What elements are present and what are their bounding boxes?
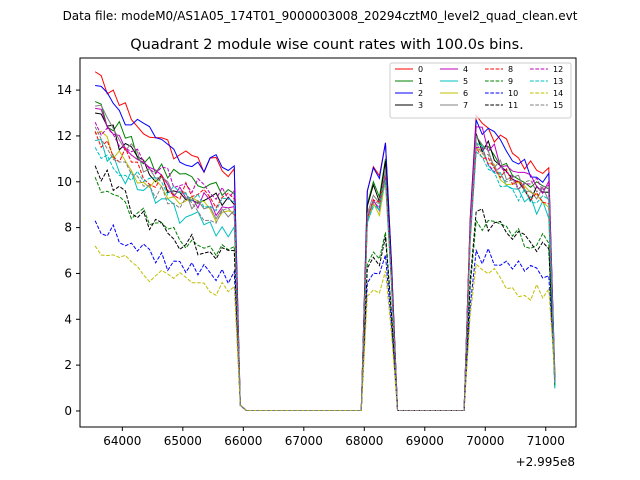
series-line-4 bbox=[95, 107, 556, 411]
legend-label-2: 2 bbox=[418, 89, 423, 98]
series-line-14 bbox=[94, 245, 556, 411]
legend-label-15: 15 bbox=[553, 101, 563, 110]
plot-frame bbox=[79, 57, 577, 428]
series-line-6 bbox=[94, 130, 556, 411]
y-tick-label: 12 bbox=[57, 129, 72, 143]
x-tick-label: 65000 bbox=[164, 434, 202, 448]
x-tick-label: 66000 bbox=[224, 434, 262, 448]
legend-label-9: 9 bbox=[508, 77, 513, 86]
series-line-12 bbox=[94, 121, 556, 411]
x-axis: 64000 65000 66000 67000 68000 69000 70000 71000 bbox=[103, 427, 565, 448]
y-tick-label: 10 bbox=[57, 175, 72, 189]
x-tick-label: 69000 bbox=[406, 434, 444, 448]
y-tick-label: 4 bbox=[64, 312, 72, 326]
legend-label-13: 13 bbox=[553, 77, 563, 86]
legend-box bbox=[389, 62, 572, 119]
series-line-11 bbox=[94, 165, 556, 411]
x-offset-label: +2.995e8 bbox=[516, 455, 575, 469]
x-tick-label: 71000 bbox=[527, 434, 565, 448]
series-line-13 bbox=[94, 147, 556, 411]
legend-label-5: 5 bbox=[463, 77, 468, 86]
legend-label-0: 0 bbox=[418, 65, 423, 74]
y-tick-label: 14 bbox=[57, 83, 72, 97]
series-line-2 bbox=[95, 85, 556, 411]
data-file-label: Data file: modeM0/AS1A05_174T01_90000030… bbox=[63, 9, 578, 23]
x-tick-label: 70000 bbox=[466, 434, 504, 448]
x-tick-label: 64000 bbox=[103, 434, 141, 448]
legend-label-3: 3 bbox=[418, 101, 423, 110]
legend-label-10: 10 bbox=[508, 89, 518, 98]
chart-title: Quadrant 2 module wise count rates with … bbox=[130, 37, 524, 53]
legend-label-1: 1 bbox=[418, 77, 423, 86]
legend-label-4: 4 bbox=[463, 65, 468, 74]
legend-label-7: 7 bbox=[463, 101, 468, 110]
legend-label-8: 8 bbox=[508, 65, 513, 74]
x-tick-label: 67000 bbox=[285, 434, 323, 448]
series-line-0 bbox=[94, 71, 556, 411]
y-axis: 0 2 4 6 8 10 12 14 bbox=[57, 83, 80, 418]
series-line-15 bbox=[94, 126, 556, 411]
legend-label-11: 11 bbox=[508, 101, 518, 110]
x-tick-label: 68000 bbox=[345, 434, 383, 448]
series-line-8 bbox=[94, 131, 556, 411]
y-tick-label: 6 bbox=[64, 266, 72, 280]
y-tick-label: 0 bbox=[64, 404, 72, 418]
series-layer bbox=[94, 71, 556, 411]
y-tick-label: 2 bbox=[64, 358, 72, 372]
legend-label-6: 6 bbox=[463, 89, 468, 98]
y-tick-label: 8 bbox=[64, 221, 72, 235]
series-line-9 bbox=[94, 176, 556, 411]
legend-label-12: 12 bbox=[553, 65, 563, 74]
series-line-10 bbox=[94, 220, 556, 411]
legend-label-14: 14 bbox=[553, 89, 563, 98]
series-line-7 bbox=[95, 104, 556, 411]
